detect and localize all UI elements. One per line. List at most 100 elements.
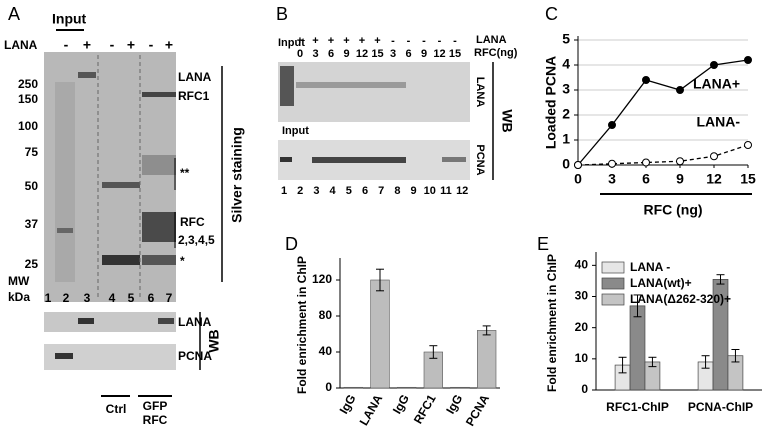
legend-label: LANA - xyxy=(630,260,670,274)
rfc-amount: 12 xyxy=(433,48,445,60)
point xyxy=(642,158,650,167)
mw-marker: 75 xyxy=(25,145,39,159)
y-tick-label: 1 xyxy=(562,131,570,147)
gel-b xyxy=(278,62,752,195)
mw-label: MW xyxy=(8,274,30,288)
lane-number: 9 xyxy=(411,185,417,197)
y-tick-label: 10 xyxy=(575,351,589,365)
lane-number: 7 xyxy=(378,185,384,197)
y-tick-label: 20 xyxy=(575,320,589,334)
point xyxy=(642,76,650,84)
band xyxy=(142,212,176,242)
lane-number: 7 xyxy=(166,291,173,305)
bar xyxy=(370,279,390,389)
bar xyxy=(477,330,497,389)
sign: - xyxy=(407,35,411,47)
lane-number: 8 xyxy=(394,185,400,197)
rfc-amount: 15 xyxy=(371,48,383,60)
band xyxy=(78,72,96,78)
rfc-amount: 6 xyxy=(328,48,334,60)
mw-marker: 100 xyxy=(18,119,38,133)
y-tick-label: 0 xyxy=(325,380,332,394)
band-label: RFC xyxy=(180,215,205,229)
bar xyxy=(450,386,470,389)
band xyxy=(142,155,176,175)
lane-number: 1 xyxy=(281,185,287,197)
band xyxy=(142,92,176,97)
lane-number: 4 xyxy=(330,185,337,197)
lane-number: 2 xyxy=(63,291,70,305)
wb-label: WB xyxy=(499,109,515,132)
band xyxy=(142,255,176,265)
sign: + xyxy=(359,35,365,47)
bar xyxy=(629,305,646,391)
series-label: LANA+ xyxy=(693,76,740,92)
panel-label: C xyxy=(545,4,558,24)
input-label: Input xyxy=(278,37,305,49)
mw-marker: 37 xyxy=(25,217,39,231)
panel-label: B xyxy=(276,4,288,24)
x-tick-label: PCNA xyxy=(463,392,492,428)
input-label: Input xyxy=(52,11,87,27)
sign: + xyxy=(127,37,135,53)
lane xyxy=(55,82,75,282)
x-tick-label: 9 xyxy=(676,171,684,187)
series-line xyxy=(577,59,749,166)
lane-number: 11 xyxy=(440,185,452,197)
sign: - xyxy=(422,35,426,47)
y-tick-label: 3 xyxy=(562,81,570,97)
legend-label: LANA(wt)+ xyxy=(630,276,692,290)
band-label: ** xyxy=(180,166,190,180)
lane-number: 2 xyxy=(297,185,303,197)
rfc-amount: 9 xyxy=(343,48,349,60)
series-label: LANA- xyxy=(696,114,740,130)
x-tick-label: LANA xyxy=(357,392,386,428)
rfc-amount: 9 xyxy=(421,48,427,60)
panel-label: D xyxy=(285,234,298,254)
rfc-amount: 15 xyxy=(449,48,461,60)
lane-number: 3 xyxy=(84,291,91,305)
band xyxy=(102,182,140,188)
panel-label: A xyxy=(8,4,20,24)
y-tick-label: 80 xyxy=(319,308,333,322)
point xyxy=(744,141,752,149)
sign: - xyxy=(391,35,395,47)
y-tick-label: 0 xyxy=(562,156,570,172)
x-tick-label: PCNA-ChIP xyxy=(688,400,753,414)
band xyxy=(296,82,406,88)
lane-number: 10 xyxy=(424,185,436,197)
sign: - xyxy=(438,35,442,47)
x-tick-label: IgG xyxy=(390,392,412,416)
point xyxy=(608,159,616,168)
legend-swatch xyxy=(601,293,625,306)
y-tick-label: 120 xyxy=(312,272,332,286)
wb-band-label: PCNA xyxy=(178,349,212,363)
sign: + xyxy=(297,35,303,47)
rfc-amount: 6 xyxy=(405,48,411,60)
group-label: GFP xyxy=(143,399,168,413)
legend-label: LANA(Δ262-320)+ xyxy=(630,292,731,306)
sign: - xyxy=(110,37,115,53)
sign: + xyxy=(343,35,349,47)
x-tick-label: 12 xyxy=(706,171,722,187)
band xyxy=(312,157,406,163)
band xyxy=(280,66,294,106)
series-line xyxy=(577,144,749,166)
lane-number: 3 xyxy=(313,185,319,197)
rfc-amount: 12 xyxy=(356,48,368,60)
y-tick-label: 2 xyxy=(562,106,570,122)
rfc-amount: 3 xyxy=(312,48,318,60)
point xyxy=(676,157,684,166)
band xyxy=(442,157,466,162)
lane-number: 6 xyxy=(148,291,155,305)
legend-swatch xyxy=(601,261,625,274)
wb-strip xyxy=(44,312,176,332)
y-tick-label: 0 xyxy=(581,382,588,396)
lane-number: 6 xyxy=(362,185,368,197)
lane-number: 5 xyxy=(346,185,352,197)
lane-number: 4 xyxy=(109,291,116,305)
stain-label: Silver staining xyxy=(229,127,245,223)
band-label: LANA xyxy=(178,70,212,84)
sign: + xyxy=(83,37,91,53)
